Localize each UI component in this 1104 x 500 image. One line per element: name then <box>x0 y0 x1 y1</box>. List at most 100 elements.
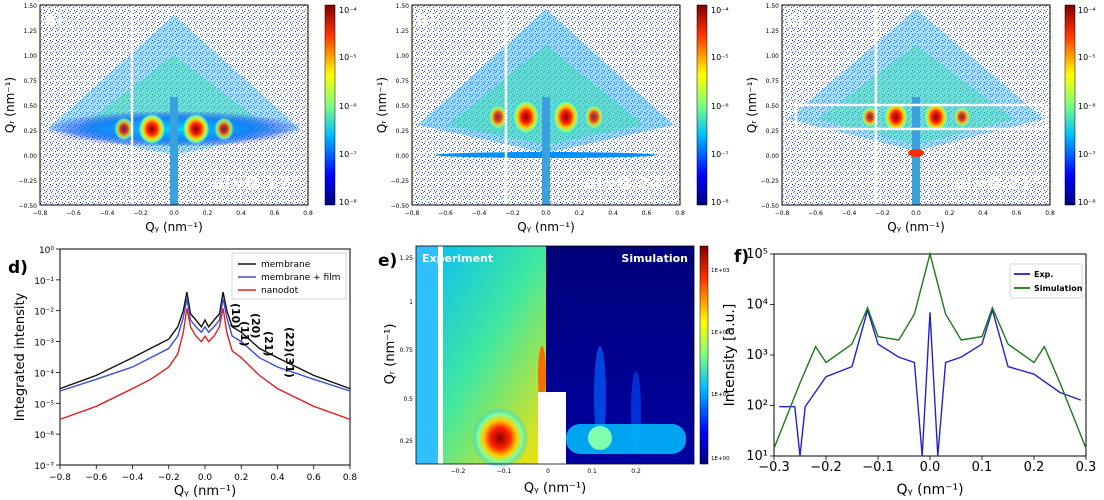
panel-d-xtick-label: 0.4 <box>270 473 285 483</box>
panel-a-xlabel: Qᵧ (nm⁻¹) <box>145 220 203 234</box>
panel-d-series-nanodot <box>59 308 351 421</box>
panel-c-cbtick: 10⁻⁷ <box>1078 150 1096 159</box>
panel-b-cbtick: 10⁻⁶ <box>711 102 729 111</box>
panel-f-series-simulation <box>773 251 1087 449</box>
panel-e-cbtick: 1E+01 <box>711 392 730 398</box>
panel-b-cbtick: 10⁻⁵ <box>711 53 729 62</box>
panel-a-colorbar-ticks: 10⁻⁴ 10⁻⁵ 10⁻⁶ 10⁻⁷ 10⁻⁸ <box>339 6 357 207</box>
panel-a-cbtick: 10⁻⁵ <box>339 53 357 62</box>
panel-b-xtick: −0.8 <box>405 210 420 217</box>
panel-f-xtick-label: 0.1 <box>972 460 993 475</box>
panel-d-peak-22-31: (22)(31) <box>283 327 296 378</box>
panel-e-xlabel: Qᵧ (nm⁻¹) <box>524 481 586 496</box>
panel-c-ytick: 0.75 <box>766 78 780 85</box>
panel-a-ytick: −0.50 <box>19 203 38 210</box>
panel-d-peak-labels: (10) (11) (20) (21) (22)(31) <box>229 303 296 378</box>
panel-e-xtick: −0.2 <box>451 468 466 475</box>
panel-a-ytick: 0.50 <box>24 103 38 110</box>
panel-a-cbtick: 10⁻⁶ <box>339 102 357 111</box>
panel-e-xtick: 0.1 <box>587 468 597 475</box>
panel-d-xtick-label: −0.6 <box>85 473 107 483</box>
panel-e-xtick: −0.1 <box>497 468 512 475</box>
panel-a-colorbar <box>324 4 336 206</box>
panel-c-colorbar <box>1064 4 1076 206</box>
panel-f-ylabel: Intensity [a.u.] <box>722 304 738 407</box>
panel-f-xtick-label: 0.3 <box>1076 460 1097 475</box>
panel-e-xtick: 0.2 <box>631 468 641 475</box>
panel-d-peak-10: (10) <box>229 303 242 328</box>
panel-c-ytick: −0.25 <box>761 178 780 185</box>
panel-d-ytick-label: 10⁻⁵ <box>34 400 54 410</box>
panel-e-yticks: 1.25 1 0.75 0.5 0.25 <box>400 255 414 445</box>
panel-d-legend-nanodot: nanodot <box>261 286 299 296</box>
panel-b-peak-outer-left <box>488 104 508 130</box>
panel-b-peak-right <box>552 99 580 135</box>
panel-c-xtick: −0.4 <box>842 210 857 217</box>
panel-d-legend: membrane membrane + film nanodot <box>231 252 347 300</box>
panel-c-diffuse-diamond <box>788 9 1044 151</box>
panel-b-cbtick: 10⁻⁷ <box>711 150 729 159</box>
panel-e-xtick: 0 <box>546 468 550 475</box>
panel-e-exp-peak <box>472 408 528 468</box>
panel-c-cbtick: 10⁻⁴ <box>1078 6 1096 15</box>
panel-a-peak-outer-left <box>114 117 134 141</box>
panel-b-xtick: 0.6 <box>642 210 652 217</box>
panel-c-angle: αi=0.21° <box>954 173 1041 194</box>
panel-a-label: a) <box>44 10 63 30</box>
panel-e-sim-rod-1 <box>594 346 606 446</box>
panel-a-peak-outer-right <box>214 117 234 141</box>
panel-f-xticks: −0.3 −0.2 −0.1 0.0 0.1 0.2 0.3 <box>758 456 1096 475</box>
panel-c-specular-spot <box>908 149 924 157</box>
panel-f-series-exp- <box>779 307 1082 457</box>
panel-b-xlabel: Qᵧ (nm⁻¹) <box>517 220 575 234</box>
panel-e-frame <box>415 245 695 465</box>
panel-a-xticks: −0.8 −0.6 −0.4 −0.2 0.0 0.2 0.4 0.6 0.8 <box>33 210 313 217</box>
panel-a-cbtick: 10⁻⁴ <box>339 6 357 15</box>
panel-d-xtick-label: 0.0 <box>198 473 213 483</box>
panel-d-xtick-label: 0.6 <box>307 473 322 483</box>
panel-b-ytick: −0.25 <box>391 178 410 185</box>
panel-a-xtick: 0.6 <box>270 210 280 217</box>
panel-d-yticks: 10⁰ 10⁻¹ 10⁻² 10⁻³ 10⁻⁴ 10⁻⁵ 10⁻⁶ 10⁻⁷ <box>34 246 60 472</box>
panel-b-xtick: −0.2 <box>505 210 520 217</box>
panel-c-xtick: −0.8 <box>775 210 790 217</box>
panel-e-cbtick: 1E+03 <box>711 268 730 274</box>
panel-c-cbtick: 10⁻⁸ <box>1078 198 1096 207</box>
panel-b-cbtick: 10⁻⁸ <box>711 198 729 207</box>
panel-f-legend-exp: Exp. <box>1034 270 1053 279</box>
panel-c-ytick: 1.50 <box>766 3 780 10</box>
panel-c-peak-left <box>883 101 909 133</box>
panel-c-xtick: 0.4 <box>978 210 988 217</box>
panel-b-colorbar <box>696 4 708 206</box>
panel-b-xtick: 0.0 <box>541 210 551 217</box>
panel-c-yticks: 1.50 1.25 1.00 0.75 0.50 0.25 0.00 −0.25… <box>761 3 780 210</box>
panel-d-peak-21: (21) <box>262 331 275 356</box>
panel-c-cbtick: 10⁻⁶ <box>1078 102 1096 111</box>
panel-c-colorbar-ticks: 10⁻⁴ 10⁻⁵ 10⁻⁶ 10⁻⁷ 10⁻⁸ <box>1078 6 1096 207</box>
panel-d-xticks: −0.8 −0.6 −0.4 −0.2 0.0 0.2 0.4 0.6 0.8 <box>49 465 357 483</box>
panel-f-xtick-label: −0.2 <box>810 460 842 475</box>
panel-d-series-membrane-film <box>59 298 351 392</box>
panel-d-ylabel: Integrated intensity <box>13 292 28 421</box>
panel-b-xtick: −0.6 <box>438 210 453 217</box>
panel-a-xtick: −0.4 <box>100 210 115 217</box>
panel-a-xtick: −0.6 <box>66 210 81 217</box>
panel-b-xtick: −0.4 <box>472 210 487 217</box>
panel-a-xtick: 0.0 <box>169 210 179 217</box>
panel-c-peak-right <box>923 101 949 133</box>
panel-f-label: f) <box>734 247 749 267</box>
panel-e-ytick: 1.25 <box>400 255 414 262</box>
panel-b-xticks: −0.8 −0.6 −0.4 −0.2 0.0 0.2 0.4 0.6 0.8 <box>405 210 685 217</box>
panel-d-xlabel: Qᵧ (nm⁻¹) <box>174 484 236 499</box>
panel-a-cbtick: 10⁻⁸ <box>339 198 357 207</box>
panel-d-xtick-label: −0.2 <box>158 473 180 483</box>
panel-c-ytick: 1.25 <box>766 28 780 35</box>
panel-a-ytick: 0.00 <box>24 153 38 160</box>
panel-e-cbtick: 1E+00 <box>711 456 730 462</box>
panel-b-ytick: 1.25 <box>396 28 410 35</box>
panel-e-experiment-label: Experiment <box>422 252 493 265</box>
panel-e-ylabel: Qᵣ (nm⁻¹) <box>383 324 398 385</box>
panel-a-beamstop <box>170 97 178 205</box>
panel-c-peak-outer-left <box>861 106 879 128</box>
